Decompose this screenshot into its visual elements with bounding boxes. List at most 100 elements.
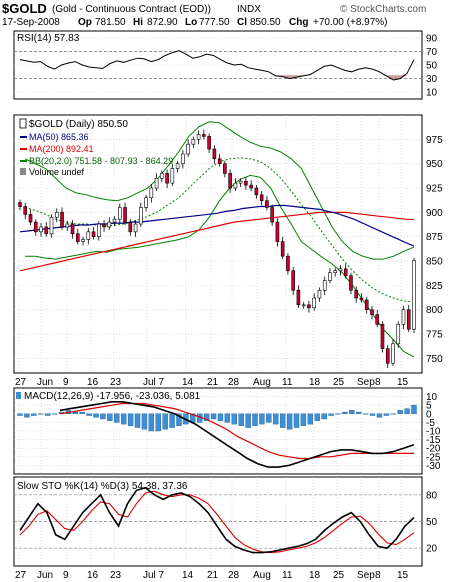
- volume-legend-swatch: [20, 168, 26, 175]
- macd-histogram-bar: [155, 413, 161, 432]
- candle-body: [23, 206, 28, 215]
- candle-body: [333, 270, 338, 274]
- watermark: © StockCharts.com: [340, 4, 426, 15]
- macd-histogram-bar: [86, 413, 92, 416]
- candle: [275, 218, 280, 247]
- candle-body: [275, 221, 280, 242]
- x-tick-label: 9: [63, 377, 69, 388]
- candle: [196, 130, 201, 145]
- macd-histogram-bar: [162, 413, 168, 430]
- candle-body: [244, 180, 248, 186]
- candle: [202, 129, 206, 140]
- candle: [91, 226, 96, 240]
- macd-line: [59, 400, 415, 468]
- low-value: 777.50: [199, 17, 230, 28]
- bb-lower-line: [25, 174, 415, 358]
- bb-legend: BB(20,2.0) 751.58 - 807.93 - 864.29: [29, 156, 173, 166]
- plot-series: [14, 50, 422, 554]
- candle-body: [18, 202, 22, 207]
- candle: [65, 221, 70, 231]
- sto-d-line: [19, 490, 415, 554]
- candle: [270, 204, 274, 226]
- macd-signal-line: [59, 402, 414, 460]
- macd-histogram-bar: [273, 413, 279, 425]
- candle: [139, 202, 143, 227]
- quote-date: 17-Sep-2008: [2, 17, 60, 28]
- candle-body: [97, 223, 101, 237]
- candle: [343, 263, 348, 279]
- candle-body: [28, 214, 33, 223]
- macd-histogram-bar: [17, 413, 23, 416]
- candle-body: [86, 231, 91, 240]
- y-tick-label: -25: [426, 452, 441, 463]
- candle-body: [112, 218, 117, 223]
- candle: [23, 202, 28, 220]
- candle: [312, 293, 316, 311]
- x-tick-label: 27: [15, 570, 27, 581]
- x-tick-label: 28: [228, 570, 240, 581]
- x-tick-label: Jul 7: [143, 377, 165, 388]
- y-tick-label: 950: [426, 159, 443, 170]
- candle-body: [165, 173, 169, 184]
- change-label: Chg: [289, 17, 308, 28]
- candle: [149, 184, 154, 203]
- candle-body: [249, 184, 253, 189]
- x-tick-label: Jul 7: [143, 570, 165, 581]
- y-tick-label: -15: [426, 435, 441, 446]
- macd-histogram-bar: [259, 413, 265, 425]
- candle-body: [196, 134, 201, 140]
- macd-histogram-bar: [349, 410, 355, 414]
- candle-body: [75, 233, 80, 242]
- chart-name: (Gold - Continuous Contract (EOD)): [52, 4, 211, 15]
- candle: [133, 220, 138, 237]
- candle-body: [359, 297, 364, 301]
- candle: [160, 170, 164, 183]
- candle: [44, 222, 49, 237]
- candle: [333, 267, 338, 277]
- candle-body: [343, 268, 348, 276]
- candle: [265, 195, 269, 211]
- candle: [286, 253, 290, 275]
- candle: [223, 160, 227, 178]
- candle-body: [133, 223, 138, 233]
- y-tick-label: -20: [426, 444, 441, 455]
- chart-exchange: INDX: [237, 4, 261, 15]
- candle: [118, 203, 122, 225]
- candle: [86, 227, 91, 245]
- candle: [396, 321, 401, 348]
- candle: [238, 178, 243, 188]
- candle: [165, 169, 169, 189]
- candle-body: [406, 309, 411, 330]
- candle-body: [44, 226, 49, 235]
- y-tick-label: 20: [426, 544, 438, 555]
- y-tick-label: 800: [426, 305, 443, 316]
- volume-legend: Volume undef: [29, 167, 85, 177]
- candle-body: [186, 143, 190, 155]
- candle: [60, 207, 64, 230]
- chart-symbol: $GOLD: [2, 1, 47, 16]
- candle: [75, 228, 80, 245]
- candle-body: [228, 173, 232, 189]
- close-value: 850.50: [250, 17, 281, 28]
- x-tick-label: 18: [309, 377, 321, 388]
- candle-body: [307, 304, 311, 309]
- candle-body: [270, 207, 274, 223]
- candle-body: [102, 223, 106, 228]
- candle: [412, 257, 416, 334]
- candle: [296, 285, 301, 308]
- macd-histogram-bar: [31, 413, 37, 416]
- candle-body: [291, 270, 295, 291]
- macd-histogram-bar: [252, 413, 258, 427]
- candle: [259, 190, 264, 206]
- candle: [228, 169, 232, 193]
- candle: [186, 139, 190, 157]
- candle-body: [396, 324, 401, 345]
- macd-histogram-bar: [51, 413, 58, 415]
- candle: [154, 173, 159, 191]
- change-value: +70.00 (+8.97%): [313, 17, 388, 28]
- candle-body: [144, 197, 148, 208]
- candle-body: [39, 226, 43, 233]
- candle: [338, 264, 343, 276]
- x-tick-label: 25: [333, 570, 345, 581]
